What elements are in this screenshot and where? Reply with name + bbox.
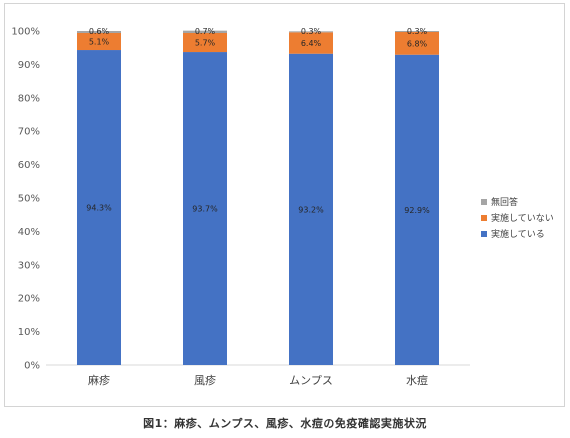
y-tick-label: 30%	[18, 260, 40, 271]
y-tick-label: 10%	[18, 327, 40, 338]
bar-segment	[183, 52, 227, 366]
data-label: 0.6%	[89, 27, 110, 36]
y-tick-label: 100%	[11, 27, 40, 38]
legend-label: 実施している	[491, 228, 545, 240]
bar-segment	[395, 31, 439, 33]
bar-segment	[289, 31, 333, 33]
chart-caption: 図1：麻疹、ムンプス、風疹、水痘の免疫確認実施状況	[143, 417, 427, 430]
y-tick-label: 90%	[18, 60, 40, 71]
y-tick-label: 50%	[18, 194, 40, 205]
y-tick-label: 70%	[18, 127, 40, 138]
legend-label: 無回答	[491, 196, 518, 208]
y-tick-label: 80%	[18, 93, 40, 104]
legend-swatch	[481, 199, 487, 205]
data-label: 93.2%	[298, 205, 324, 214]
x-category-label: 麻疹	[88, 373, 110, 387]
data-label: 5.7%	[195, 39, 216, 48]
bar-segment	[77, 31, 121, 34]
data-label: 93.7%	[192, 205, 218, 214]
data-label: 6.8%	[407, 39, 428, 48]
bar-segment	[289, 53, 333, 365]
bar-segment	[77, 50, 121, 366]
y-tick-label: 40%	[18, 227, 40, 238]
bar-segment	[395, 54, 439, 366]
data-label: 5.1%	[89, 38, 110, 47]
data-label: 0.3%	[301, 27, 322, 36]
data-label: 92.9%	[404, 206, 430, 215]
y-tick-label: 20%	[18, 294, 40, 305]
data-label: 94.3%	[86, 204, 112, 213]
data-label: 6.4%	[301, 39, 322, 48]
y-tick-label: 0%	[24, 361, 40, 372]
legend-label: 実施していない	[491, 212, 554, 224]
data-label: 0.7%	[195, 27, 216, 36]
legend-swatch	[481, 215, 487, 221]
bar-segment	[183, 30, 227, 34]
y-tick-label: 60%	[18, 160, 40, 171]
bar-segment	[289, 32, 333, 54]
bar-segment	[77, 33, 121, 51]
x-category-label: 水痘	[406, 373, 428, 387]
bar-segment	[395, 32, 439, 55]
stacked-bar-chart: 0% 10% 20% 30% 40% 50% 60% 70% 80% 90% 100% 麻疹 94.3%…	[11, 27, 554, 388]
bar-segment	[183, 33, 227, 53]
x-category-label: 風疹	[194, 373, 216, 387]
data-label: 0.3%	[407, 27, 428, 36]
legend-swatch	[481, 231, 487, 237]
x-category-label: ムンプス	[289, 374, 333, 387]
